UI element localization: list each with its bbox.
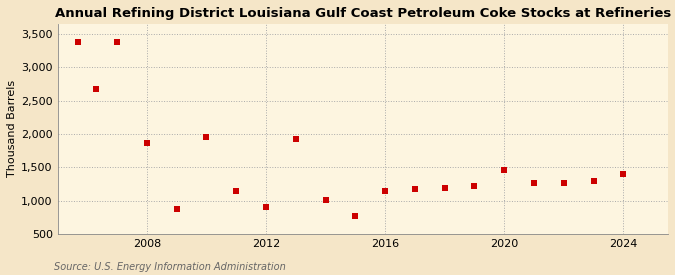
Point <box>439 186 450 190</box>
Point <box>73 40 84 44</box>
Title: Annual Refining District Louisiana Gulf Coast Petroleum Coke Stocks at Refinerie: Annual Refining District Louisiana Gulf … <box>55 7 671 20</box>
Y-axis label: Thousand Barrels: Thousand Barrels <box>7 80 17 177</box>
Point <box>410 187 421 191</box>
Point <box>171 207 182 211</box>
Point <box>231 188 242 193</box>
Point <box>201 135 212 139</box>
Point <box>261 205 271 210</box>
Point <box>290 137 301 141</box>
Point <box>142 141 153 145</box>
Point <box>380 188 391 193</box>
Point <box>529 181 539 185</box>
Point <box>320 198 331 202</box>
Point <box>618 172 629 176</box>
Point <box>469 184 480 188</box>
Text: Source: U.S. Energy Information Administration: Source: U.S. Energy Information Administ… <box>54 262 286 272</box>
Point <box>558 181 569 185</box>
Point <box>588 179 599 183</box>
Point <box>91 86 102 91</box>
Point <box>499 168 510 172</box>
Point <box>112 40 123 44</box>
Point <box>350 214 360 218</box>
